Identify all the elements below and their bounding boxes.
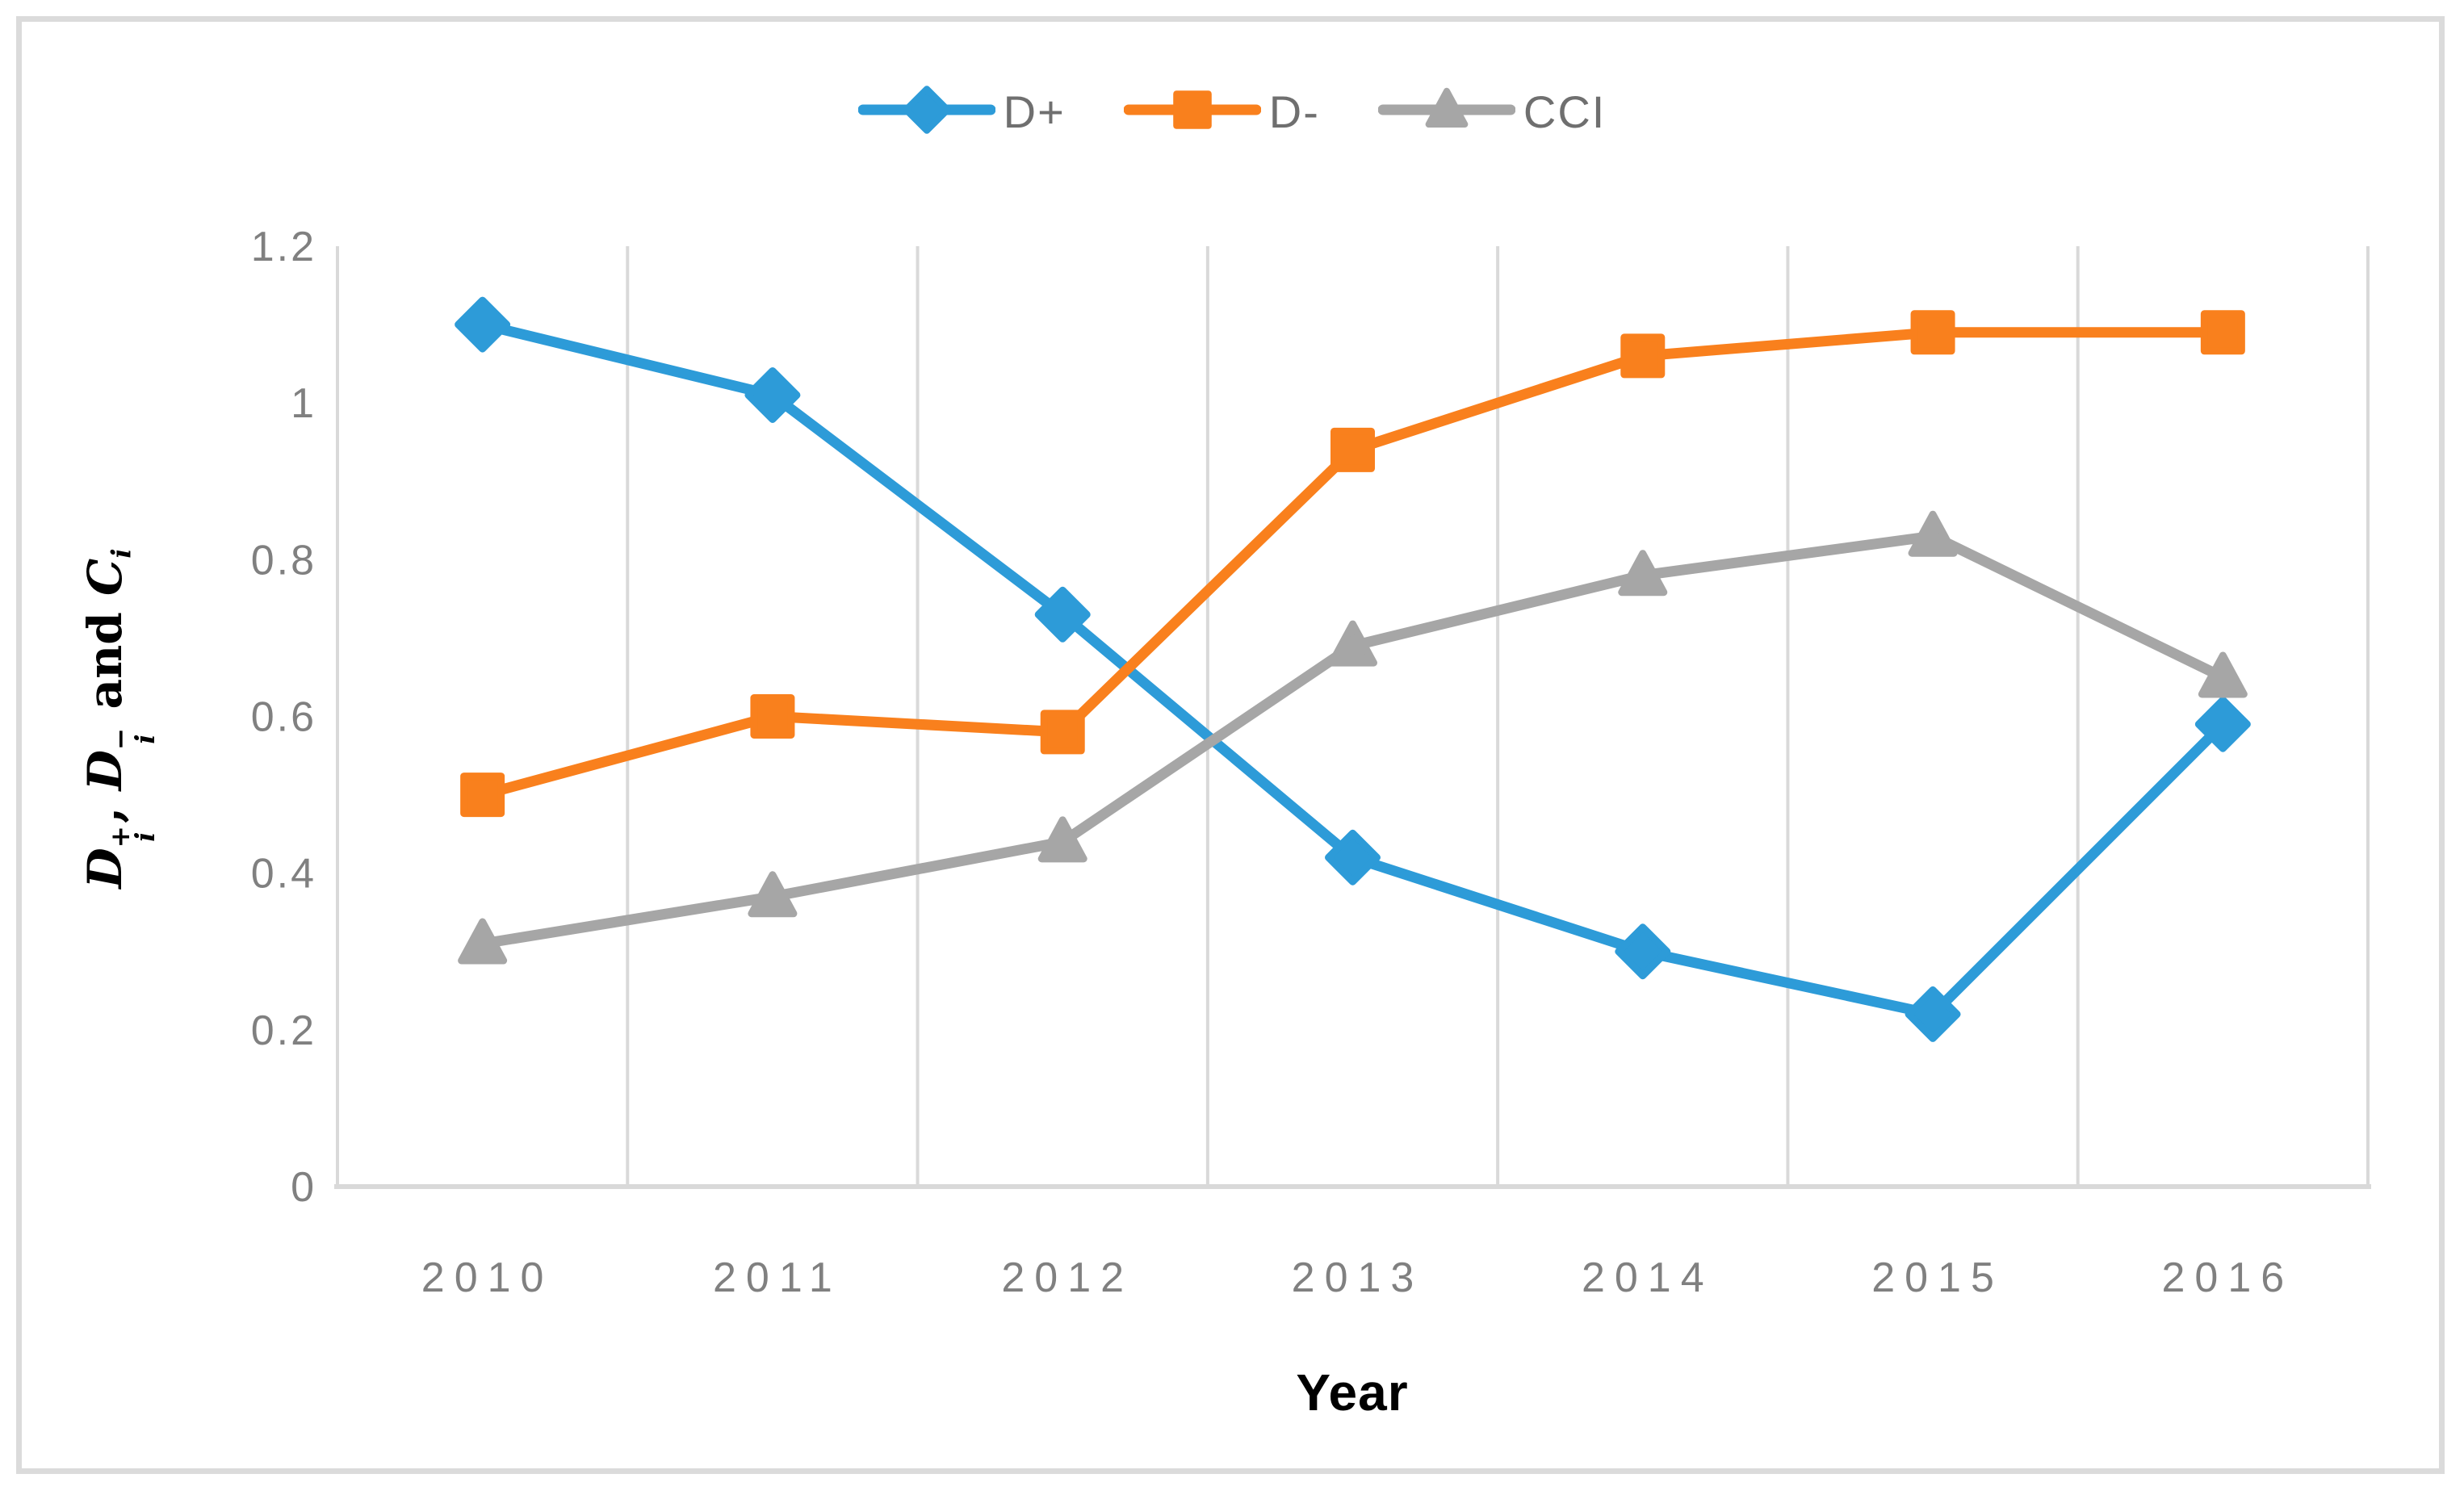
y-tick-label: 0.8 — [251, 537, 316, 584]
x-tick-label: 2011 — [713, 1254, 842, 1301]
data-point-marker-CCI-2011 — [748, 871, 798, 918]
legend-diamond-marker-icon — [857, 84, 996, 140]
y-title-text: and — [78, 595, 132, 726]
data-point-marker-D+-2011 — [744, 366, 801, 423]
data-point-marker-D+-2016 — [2194, 696, 2251, 752]
data-point-marker-CCI-2010 — [458, 918, 508, 965]
y-title-text: , — [78, 790, 132, 823]
legend-item-cci: CCI — [1377, 84, 1607, 140]
data-point-marker-CCI-2015 — [1908, 510, 1958, 557]
data-point-marker-D--2013 — [1330, 427, 1375, 472]
y-tick-label: 0.6 — [251, 694, 316, 741]
data-point-marker-D--2010 — [460, 773, 505, 818]
data-point-marker-D+-2014 — [1615, 923, 1671, 980]
data-point-marker-D+-2013 — [1325, 829, 1381, 886]
data-point-marker-D--2011 — [750, 694, 795, 739]
legend-item-d-minus: D- — [1123, 84, 1320, 140]
data-point-marker-D--2016 — [2200, 310, 2245, 355]
x-tick-label: 2014 — [1582, 1254, 1714, 1301]
y-title-text: D — [78, 750, 132, 791]
x-tick-label: 2013 — [1292, 1254, 1424, 1301]
x-axis-title: Year — [1296, 1363, 1409, 1422]
y-tick-label: 0.2 — [251, 1007, 316, 1054]
x-tick-label: 2016 — [2162, 1254, 2294, 1301]
y-tick-label: 0 — [291, 1164, 316, 1211]
y-axis-title: D + i, D − i and Ci — [69, 355, 161, 1082]
legend-marker-glyph — [1123, 90, 1262, 129]
data-point-marker-D--2012 — [1040, 710, 1085, 755]
legend-item-d-plus: D+ — [857, 84, 1066, 140]
data-point-marker-CCI-2013 — [1328, 620, 1377, 667]
y-title-text: i — [106, 548, 137, 559]
data-point-marker-CCI-2014 — [1618, 550, 1668, 597]
data-point-marker-D+-2010 — [455, 296, 511, 353]
x-tick-label: 2012 — [1001, 1254, 1134, 1301]
y-title-subsup: − i — [105, 727, 161, 751]
data-point-marker-D+-2012 — [1034, 586, 1091, 643]
legend: D+ D- CCI — [0, 84, 2464, 140]
y-title-text: C — [78, 558, 132, 596]
legend-triangle-marker-icon — [1377, 84, 1516, 140]
legend-square-marker-icon — [1123, 84, 1262, 140]
y-tick-label: 0.4 — [251, 851, 316, 898]
x-tick-label: 2015 — [1871, 1254, 2004, 1301]
data-point-marker-CCI-2012 — [1037, 816, 1087, 863]
data-point-marker-D--2014 — [1620, 333, 1666, 379]
y-title-text: D — [78, 848, 132, 889]
legend-label-cci: CCI — [1523, 86, 1607, 137]
x-tick-label: 2010 — [421, 1254, 554, 1301]
data-point-marker-D--2015 — [1910, 310, 1955, 355]
y-title-subsup: + i — [105, 826, 161, 848]
legend-label-d-minus: D- — [1268, 86, 1320, 137]
legend-marker-glyph — [1377, 87, 1516, 128]
series-line-D- — [477, 327, 2228, 801]
legend-marker-glyph — [857, 86, 996, 134]
y-tick-label: 1.2 — [251, 224, 316, 270]
data-point-marker-CCI-2016 — [2198, 651, 2248, 698]
legend-label-d-plus: D+ — [1003, 86, 1066, 137]
y-tick-label: 1 — [291, 380, 316, 427]
data-point-marker-D+-2015 — [1905, 986, 1961, 1042]
